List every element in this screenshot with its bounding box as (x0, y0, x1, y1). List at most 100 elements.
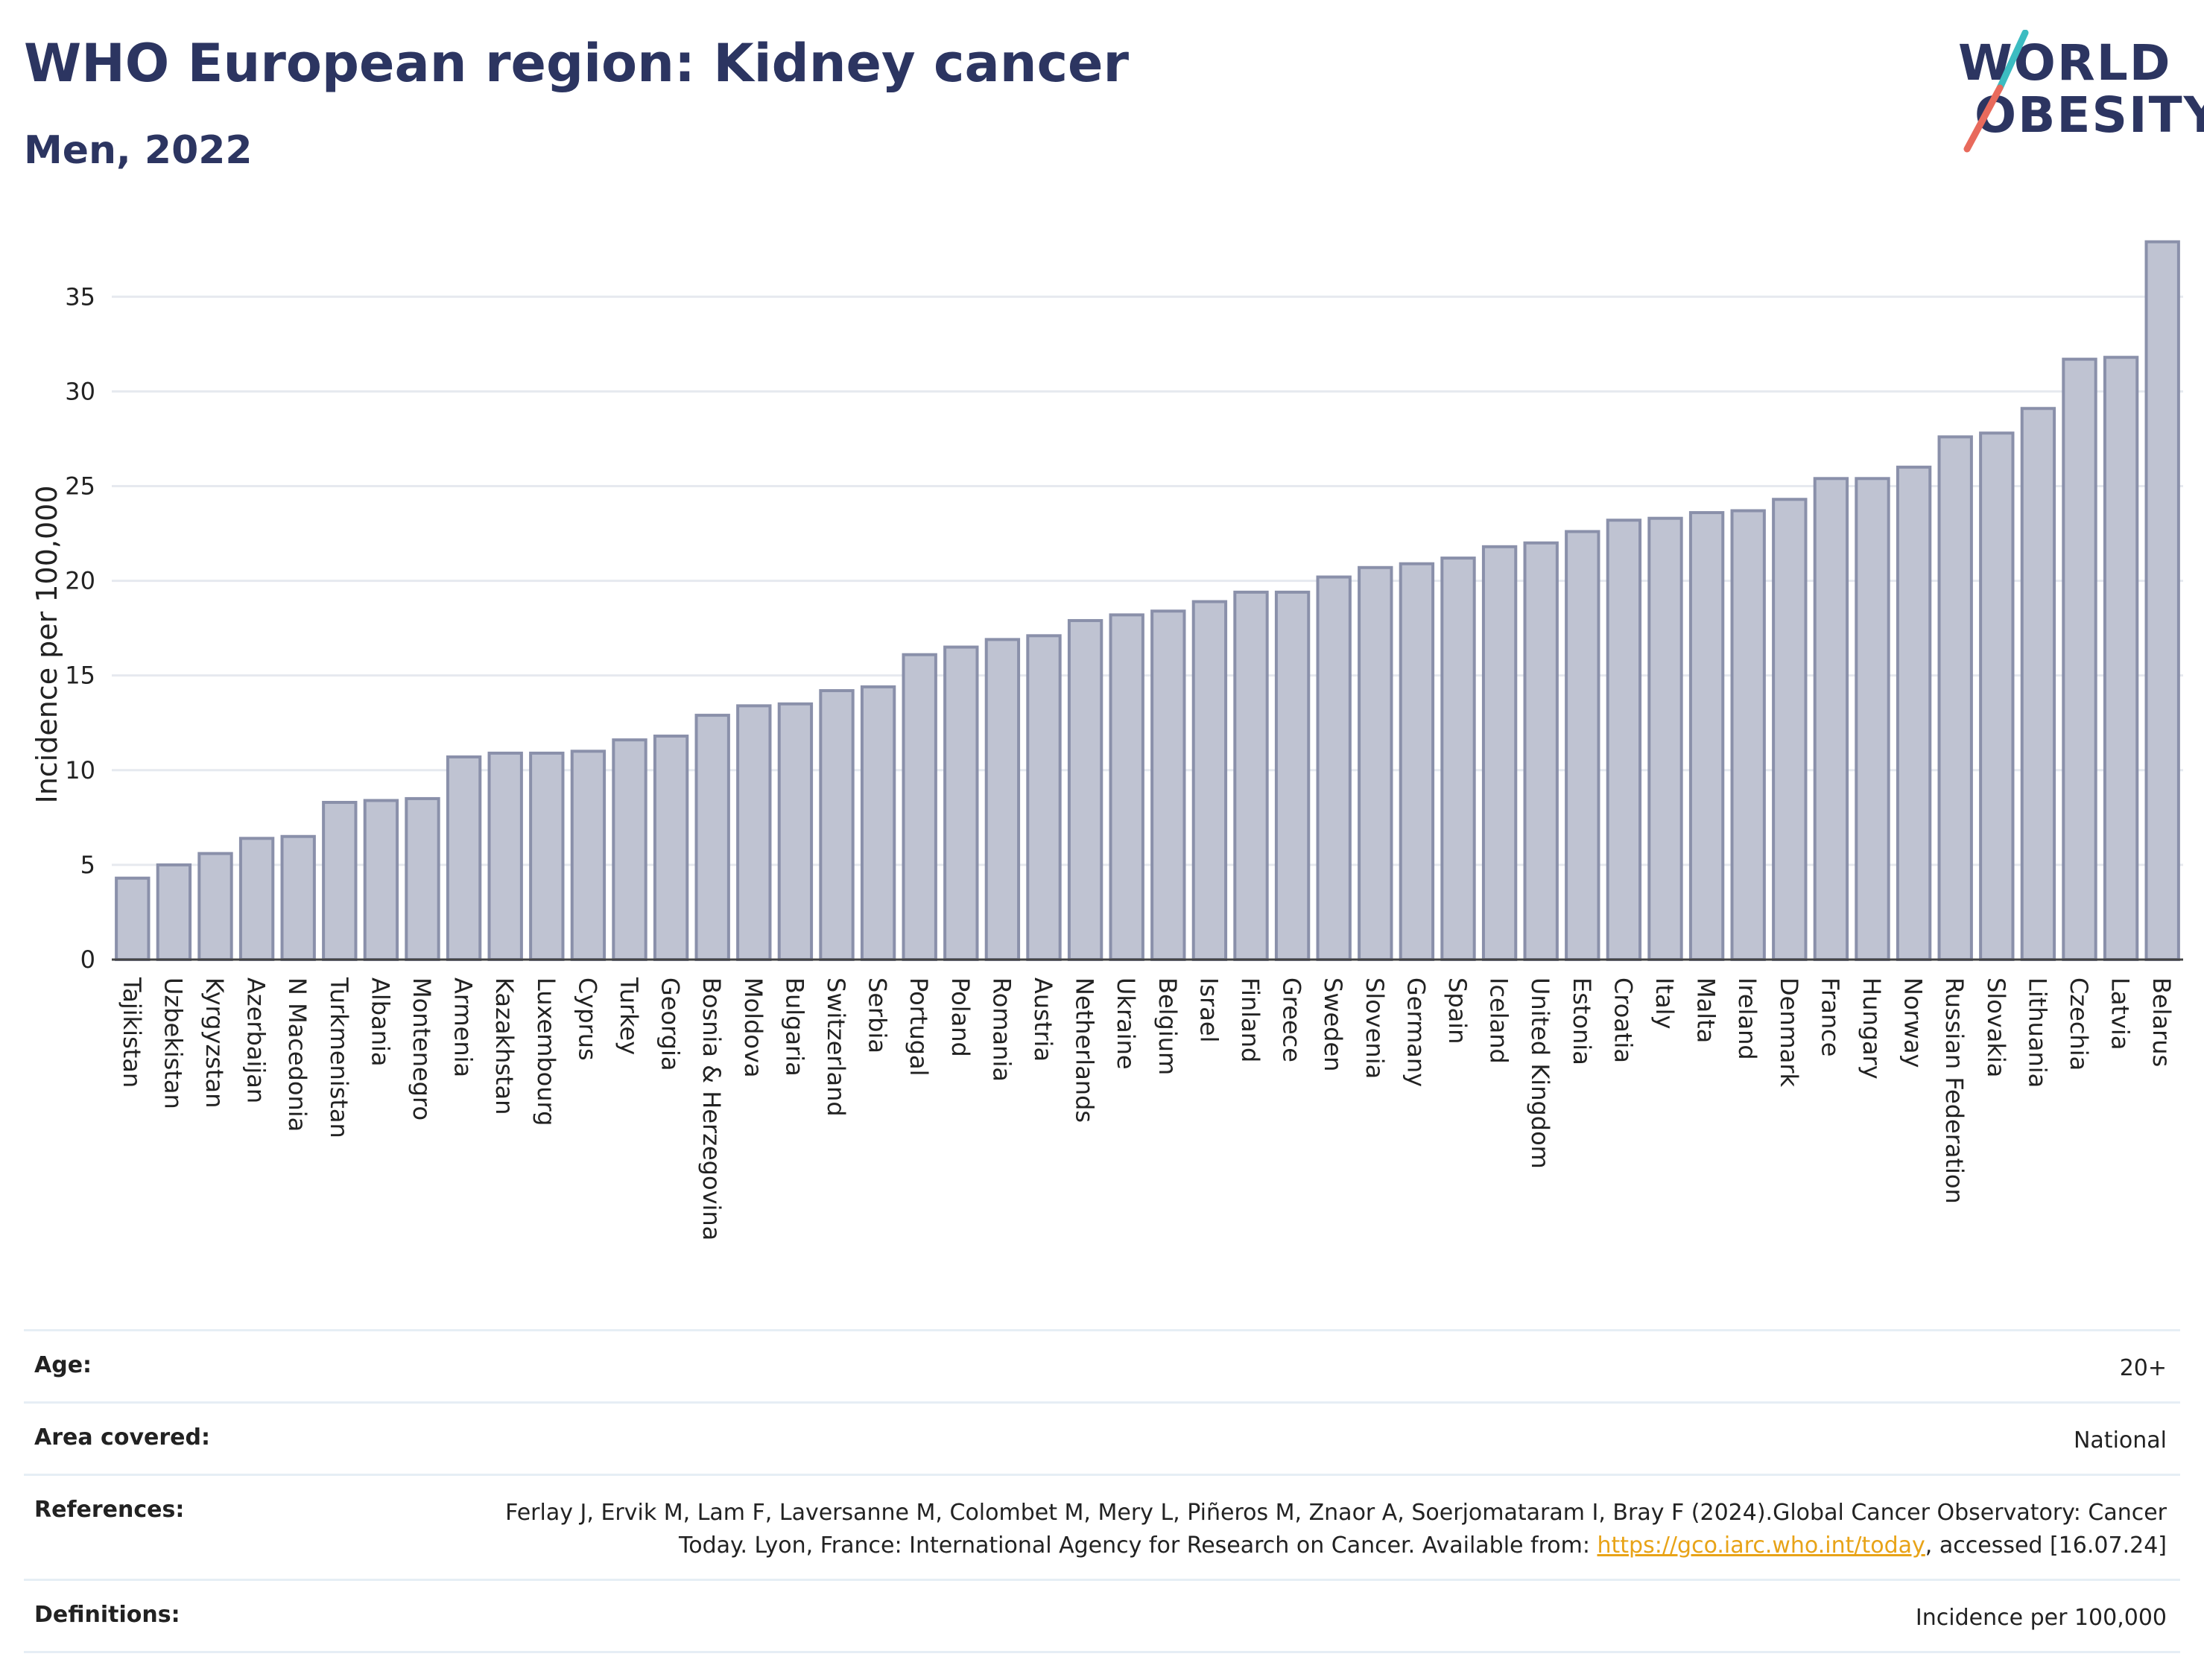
bar (1233, 590, 1269, 962)
bar (1316, 575, 1352, 961)
bar (653, 735, 689, 961)
bar (902, 653, 937, 962)
x-tick-label: Azerbaijan (242, 977, 270, 1103)
x-tick-label: Malta (1692, 977, 1720, 1043)
bar-chart: 0 5 10 15 20 25 30 35 Tajikistan Uzbekistan Kyrgy… (31, 240, 2183, 1240)
x-tick-label: Moldova (739, 977, 767, 1078)
bar (860, 685, 896, 961)
bar (115, 876, 151, 961)
x-tick-label: Slovakia (1982, 977, 2010, 1077)
x-tick-label: Montenegro (408, 977, 436, 1120)
x-tick-label: Albania (366, 977, 394, 1066)
bar (1026, 634, 1062, 961)
x-tick-label: Belarus (2147, 977, 2176, 1067)
bar (1688, 511, 1725, 961)
y-tick-label: 10 (65, 756, 95, 784)
x-tick-label: Portugal (905, 977, 933, 1077)
x-tick-label: Iceland (1485, 977, 1513, 1064)
bar (1606, 519, 1642, 961)
logo-line-1: WORLD (1958, 34, 2172, 92)
x-tick-label: Denmark (1775, 977, 1803, 1088)
x-tick-label: Poland (946, 977, 975, 1057)
x-tick-label: Cyprus (573, 977, 601, 1061)
area-value: National (2073, 1427, 2167, 1454)
x-tick-label: Netherlands (1071, 977, 1099, 1123)
chart-title: WHO European region: Kidney cancer (24, 33, 1130, 94)
bar (570, 749, 607, 961)
x-tick-label: Israel (1194, 977, 1223, 1042)
bar (943, 645, 979, 961)
x-tick-label: Kazakhstan (490, 977, 519, 1115)
bar (1523, 541, 1559, 962)
x-tick-label: Turkey (615, 977, 643, 1055)
bar (1440, 557, 1476, 961)
x-tick-label: Latvia (2106, 977, 2135, 1050)
world-obesity-logo: WORLD OBESITY (1937, 30, 2204, 164)
bar (446, 755, 482, 961)
bar (1399, 562, 1435, 961)
references-label: References: (34, 1497, 185, 1523)
x-tick-label: Norway (1899, 977, 1928, 1068)
x-tick-label: Turkmenistan (325, 977, 353, 1138)
bar (1067, 618, 1103, 961)
bar (238, 837, 275, 961)
y-axis-label: Incidence per 100,000 (31, 485, 63, 803)
bar (529, 751, 565, 961)
bar (487, 751, 523, 961)
references-value: Ferlay J, Ervik M, Lam F, Laversanne M, … (453, 1497, 2167, 1562)
bar (1855, 477, 1890, 962)
bar (819, 689, 855, 961)
x-tick-label: Belgium (1153, 977, 1182, 1075)
chart-subtitle: Men, 2022 (24, 128, 253, 173)
x-axis-ticks: Tajikistan Uzbekistan Kyrgyzstan Azerbaijan… (118, 977, 2176, 1240)
x-tick-label: Switzerland (822, 977, 850, 1117)
x-tick-label: Ukraine (1112, 977, 1140, 1070)
meta-row-area: Area covered: National (24, 1401, 2180, 1474)
bar (1813, 477, 1849, 962)
x-tick-label: Greece (1278, 977, 1306, 1062)
references-accessed: , accessed [16.07.24] (1925, 1532, 2167, 1559)
bar (197, 852, 233, 961)
x-tick-label: Spain (1443, 977, 1472, 1044)
bar (736, 704, 772, 962)
meta-row-age: Age: 20+ (24, 1329, 2180, 1401)
bar (2020, 407, 2056, 961)
meta-row-references: References: Ferlay J, Ervik M, Lam F, La… (24, 1474, 2180, 1579)
age-value: 20+ (2119, 1355, 2167, 1381)
metadata-table: Age: 20+ Area covered: National Referenc… (24, 1329, 2180, 1653)
bar (777, 702, 814, 961)
bar (612, 738, 647, 961)
logo-line-2: OBESITY (1975, 86, 2204, 144)
bar (322, 801, 358, 961)
bar (2062, 358, 2097, 961)
bar (1358, 565, 1393, 961)
bar (1565, 530, 1600, 962)
bar (1109, 613, 1144, 961)
x-tick-label: Germany (1402, 977, 1430, 1087)
bar (156, 863, 192, 961)
bar (363, 799, 399, 961)
bar (1481, 545, 1518, 961)
y-tick-label: 5 (80, 851, 95, 879)
bar (1896, 466, 1932, 962)
bar (1191, 600, 1228, 961)
x-tick-label: Uzbekistan (159, 977, 187, 1109)
bar (694, 714, 730, 961)
x-tick-label: Sweden (1319, 977, 1347, 1071)
bar (1150, 609, 1186, 961)
x-tick-label: Croatia (1609, 977, 1637, 1063)
x-tick-label: Kyrgyzstan (200, 977, 229, 1108)
logo-slash-icon (1963, 30, 2029, 153)
meta-row-definitions: Definitions: Incidence per 100,000 (24, 1579, 2180, 1653)
bar (1979, 431, 2015, 961)
x-tick-label: Austria (1029, 977, 1057, 1062)
bar (1730, 509, 1766, 961)
x-tick-label: Armenia (449, 977, 478, 1077)
references-link[interactable]: https://gco.iarc.who.int/today (1597, 1532, 1925, 1559)
x-tick-label: Tajikistan (118, 977, 146, 1088)
bar (984, 638, 1021, 961)
x-tick-label: Finland (1236, 977, 1264, 1062)
x-tick-label: United Kingdom (1526, 977, 1554, 1169)
area-label: Area covered: (34, 1424, 210, 1451)
bar (2103, 355, 2139, 961)
